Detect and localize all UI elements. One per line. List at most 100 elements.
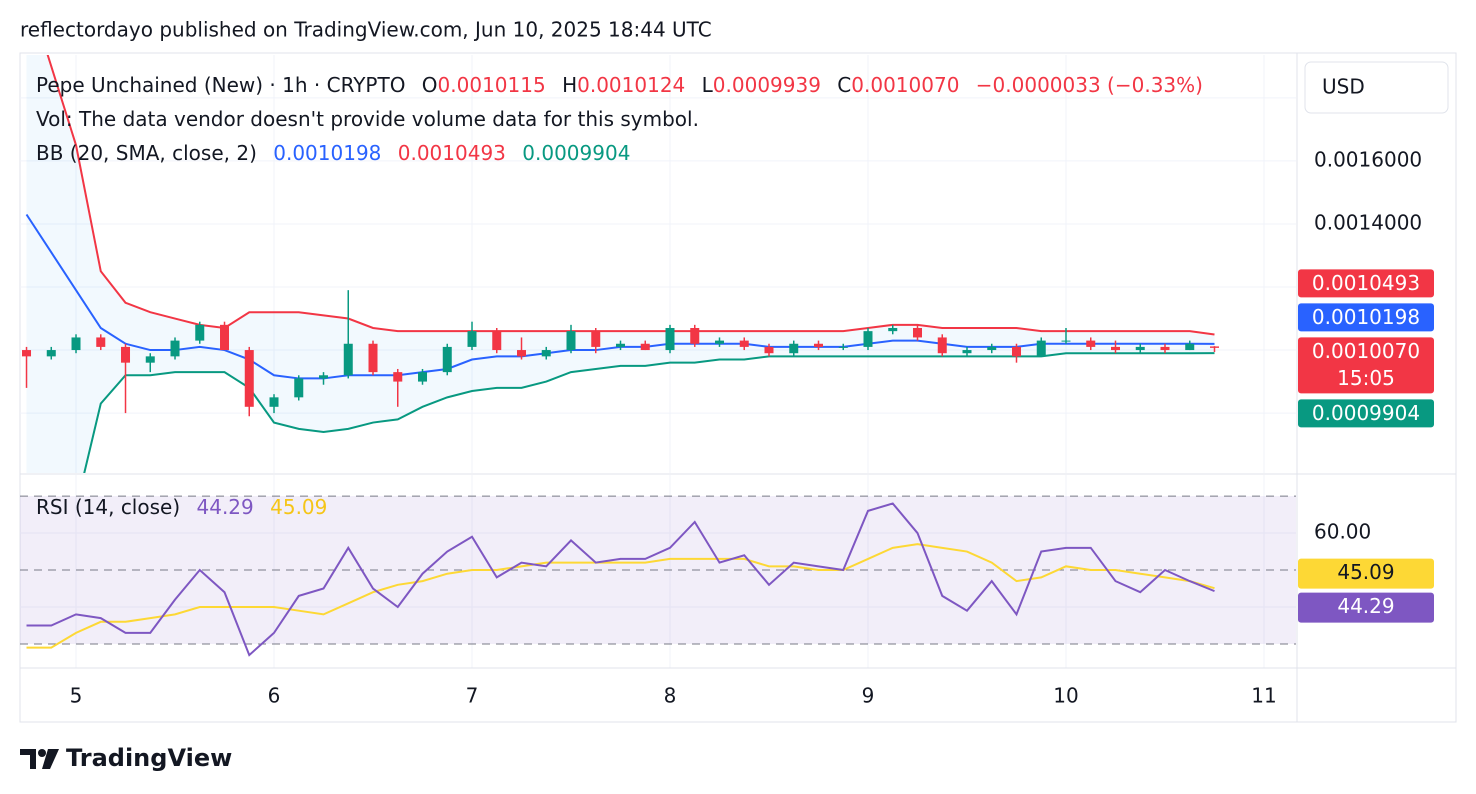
bb-line xyxy=(46,55,1215,336)
candle-body xyxy=(170,340,180,357)
candle-body xyxy=(1185,343,1195,351)
price-tag-label: 0.0010070 xyxy=(1312,339,1420,363)
price-tag xyxy=(1298,269,1434,298)
ohlc-value: 0.0010115 xyxy=(437,73,546,97)
rsi-line xyxy=(26,543,1215,649)
volume-legend: Vol: The data vendor doesn't provide vol… xyxy=(36,107,699,131)
y-tick-label: 0.0016000 xyxy=(1314,147,1422,171)
price-tag xyxy=(1298,558,1434,589)
price-tag-label: 45.09 xyxy=(1337,560,1394,584)
symbol: Pepe Unchained (New) · 1h · CRYPTO xyxy=(36,73,406,97)
candle-body xyxy=(690,327,700,344)
candle-body xyxy=(912,327,922,338)
x-tick-label: 8 xyxy=(664,684,677,708)
ohlc-value: 0.0009939 xyxy=(712,73,821,97)
rsi-ma-value: 45.09 xyxy=(270,495,328,519)
frame xyxy=(19,52,1457,723)
candle-body xyxy=(789,343,799,354)
price-tag xyxy=(1298,303,1434,332)
brand: TradingView xyxy=(66,744,232,772)
bb-fill xyxy=(26,55,1215,473)
candle-body xyxy=(1209,346,1219,348)
rsi-line xyxy=(26,502,1215,657)
candle-body xyxy=(269,397,279,407)
bb-legend: BB (20, SMA, close, 2) 0.0010198 0.00104… xyxy=(36,141,630,165)
bb-basis-value: 0.0010198 xyxy=(273,141,382,165)
candle-body xyxy=(1135,346,1145,351)
candle-body xyxy=(665,327,675,351)
x-tick-label: 11 xyxy=(1251,684,1276,708)
price-tag-label: 0.0010493 xyxy=(1312,271,1420,295)
candle-body xyxy=(22,350,32,357)
ohlc-key: O xyxy=(421,73,438,97)
currency-button[interactable] xyxy=(1304,61,1449,114)
candle-body xyxy=(863,331,873,347)
price-tag xyxy=(1298,592,1434,623)
rsi-label: RSI (14, close) xyxy=(36,495,181,519)
candle-body xyxy=(492,331,502,351)
price-pane xyxy=(22,55,1219,473)
candle-body xyxy=(220,324,230,351)
symbol-legend: Pepe Unchained (New) · 1h · CRYPTO O0.00… xyxy=(36,73,1203,97)
candle-body xyxy=(244,350,254,407)
price-tag xyxy=(1298,337,1434,394)
x-tick-label: 7 xyxy=(466,684,479,708)
candle-body xyxy=(1086,340,1096,347)
candle-body xyxy=(319,375,329,379)
candle-body xyxy=(541,350,551,357)
candle-body xyxy=(1061,340,1071,342)
candle-body xyxy=(467,331,477,347)
candle-body xyxy=(1160,346,1170,351)
candle-body xyxy=(591,331,601,347)
candle-body xyxy=(343,343,353,376)
x-tick-label: 5 xyxy=(70,684,83,708)
change: −0.0000033 (−0.33%) xyxy=(975,73,1203,97)
price-tag xyxy=(1298,399,1434,428)
logo-mark xyxy=(38,749,46,757)
candle-body xyxy=(517,350,527,357)
candle-body xyxy=(1036,340,1046,357)
candle-body xyxy=(96,337,106,347)
logo-mark xyxy=(42,749,59,769)
candle-body xyxy=(442,346,452,373)
bb-upper-value: 0.0010493 xyxy=(397,141,506,165)
candle-body xyxy=(888,327,898,332)
candle-body xyxy=(418,372,428,382)
logo xyxy=(20,749,59,769)
candle-body xyxy=(71,337,81,351)
price-tags: 0.0010493 0.0010198 0.0010070 15:05 0.000990… xyxy=(1298,269,1434,623)
candle-body xyxy=(814,343,824,347)
price-tag-label: 44.29 xyxy=(1337,594,1394,618)
candle-body xyxy=(715,340,725,344)
countdown: 15:05 xyxy=(1337,366,1395,390)
rsi-pane xyxy=(20,495,1296,657)
logo-mark xyxy=(20,749,36,769)
y-tick-label: 60.00 xyxy=(1314,520,1371,544)
price-tag-label: 0.0009904 xyxy=(1312,401,1420,425)
candle-body xyxy=(838,346,848,348)
candle-body xyxy=(121,346,131,363)
rsi-legend: RSI (14, close) 44.29 45.09 xyxy=(36,495,327,519)
candle-body xyxy=(145,356,155,363)
candle-body xyxy=(640,343,650,351)
ohlc-key: C xyxy=(837,73,852,97)
x-tick-label: 6 xyxy=(268,684,281,708)
candle-body xyxy=(937,337,947,354)
price-tag-label: 0.0010198 xyxy=(1312,305,1420,329)
ohlc-value: 0.0010070 xyxy=(851,73,960,97)
candle-body xyxy=(393,372,403,382)
bb-label: BB (20, SMA, close, 2) xyxy=(36,141,257,165)
attribution: reflectordayo published on TradingView.c… xyxy=(20,18,712,42)
candle-body xyxy=(962,350,972,354)
candle-body xyxy=(195,324,205,341)
ohlc-key: H xyxy=(562,73,578,97)
candle-body xyxy=(739,340,749,347)
x-tick-label: 9 xyxy=(862,684,875,708)
candle-body xyxy=(987,346,997,351)
grid xyxy=(20,55,1296,668)
candle-body xyxy=(616,343,626,347)
candle-body xyxy=(368,343,378,373)
currency[interactable]: USD xyxy=(1322,75,1365,99)
candle-body xyxy=(46,350,56,357)
